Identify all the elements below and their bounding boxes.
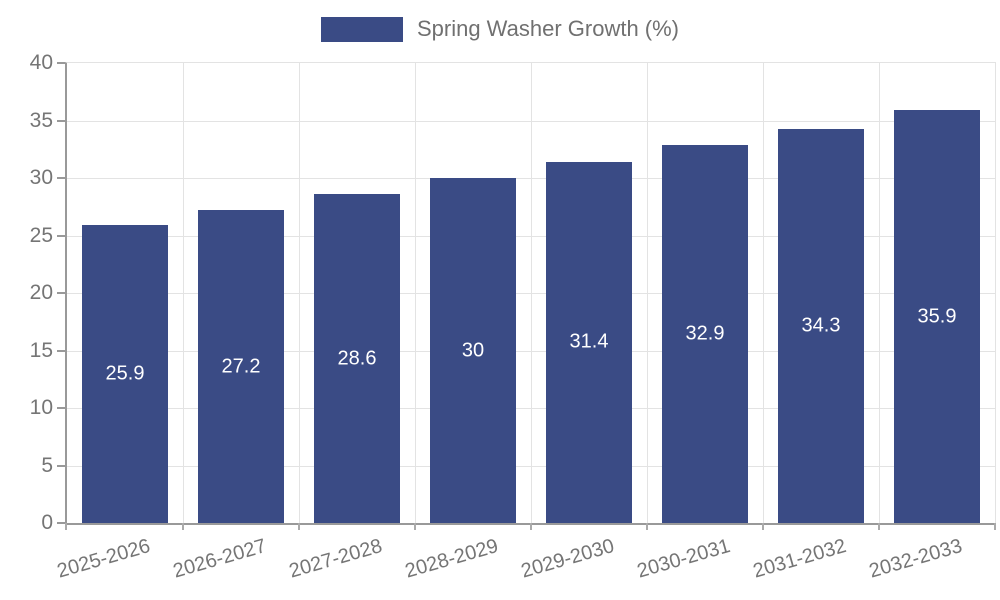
legend-item[interactable]: Spring Washer Growth (%): [320, 16, 680, 42]
gridline-vertical: [414, 63, 416, 523]
y-axis-tick: [57, 234, 65, 237]
y-axis-tick-label: 35: [29, 108, 53, 132]
bar: 31.4: [546, 161, 632, 523]
x-axis-tick: [878, 523, 880, 530]
y-axis-tick: [57, 349, 65, 352]
x-axis-tick: [298, 523, 300, 530]
x-axis-category-label: 2028-2029: [403, 535, 502, 583]
y-axis-tick: [57, 62, 65, 64]
y-axis-tick-label: 0: [41, 511, 53, 534]
x-axis-tick: [646, 523, 648, 530]
bar: 27.2: [198, 210, 284, 523]
x-axis-tick: [994, 523, 996, 530]
x-axis-category-label: 2032-2033: [867, 535, 966, 583]
x-axis-category-label: 2026-2027: [171, 535, 270, 583]
bar: 32.9: [662, 144, 748, 523]
plot-area: 0 5 10 15 20 25 30 35 40 25.9 27.2 28.6 30 31.4 32.9 34…: [30, 51, 996, 534]
y-axis-tick: [57, 177, 65, 179]
x-axis-tick: [182, 523, 184, 530]
gridline-vertical: [646, 63, 648, 523]
bar: 30: [430, 178, 516, 523]
bar: 35.9: [894, 110, 980, 523]
x-axis-category-label: 2031-2032: [751, 535, 850, 583]
bar-value-label: 30: [461, 339, 485, 361]
gridline-vertical: [182, 63, 184, 523]
x-axis-tick: [762, 523, 764, 530]
bar-value-label: 35.9: [917, 305, 957, 328]
y-axis-tick: [57, 464, 65, 467]
x-axis-tick: [530, 523, 532, 530]
bar-value-label: 27.2: [221, 355, 261, 378]
bar-value-label: 28.6: [337, 347, 377, 370]
y-axis-tick-label: 15: [29, 338, 53, 362]
x-axis-tick: [65, 523, 67, 530]
y-axis-tick: [57, 522, 65, 524]
y-axis-tick: [57, 292, 65, 294]
bar-value-label: 32.9: [685, 322, 725, 345]
gridline-vertical: [878, 63, 880, 523]
x-axis-category-label: 2027-2028: [287, 535, 386, 583]
bar: 28.6: [314, 194, 400, 523]
legend-label: Spring Washer Growth (%): [416, 16, 680, 41]
y-axis-tick-label: 10: [29, 396, 53, 419]
x-axis-tick: [414, 523, 416, 530]
gridline-vertical: [530, 63, 532, 523]
x-axis-labels: 2025-2026 2026-2027 2027-2028 2028-2029 2029…: [0, 531, 1000, 600]
y-axis-tick-label: 30: [29, 166, 53, 189]
bar: 25.9: [82, 225, 168, 523]
y-axis-tick-label: 40: [29, 51, 53, 74]
x-axis-category-label: 2030-2031: [635, 535, 734, 583]
y-axis-tick-label: 20: [29, 281, 53, 304]
bar-value-label: 25.9: [105, 362, 145, 385]
gridline-vertical: [762, 63, 764, 523]
y-axis-tick-label: 5: [41, 453, 53, 477]
y-axis-tick-label: 25: [29, 223, 53, 247]
gridline-vertical: [298, 63, 300, 523]
bar: 34.3: [778, 128, 864, 523]
bar-value-label: 31.4: [569, 330, 609, 353]
y-axis-tick: [57, 407, 65, 409]
x-axis-category-label: 2025-2026: [55, 535, 154, 583]
bar-value-label: 34.3: [801, 314, 841, 337]
chart-legend: Spring Washer Growth (%): [0, 16, 1000, 42]
y-axis-tick: [57, 119, 65, 122]
legend-swatch: [320, 16, 403, 42]
x-axis-category-label: 2029-2030: [519, 535, 618, 583]
